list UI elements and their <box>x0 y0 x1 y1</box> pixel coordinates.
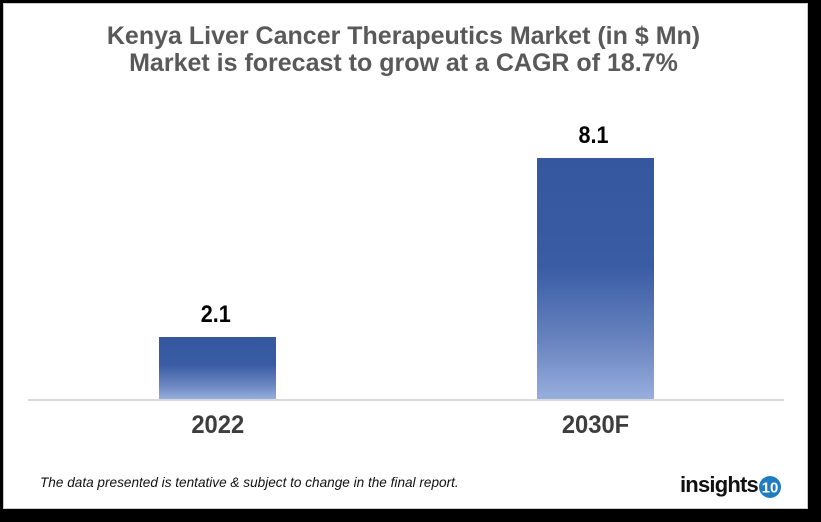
svg-text:10: 10 <box>762 479 779 496</box>
